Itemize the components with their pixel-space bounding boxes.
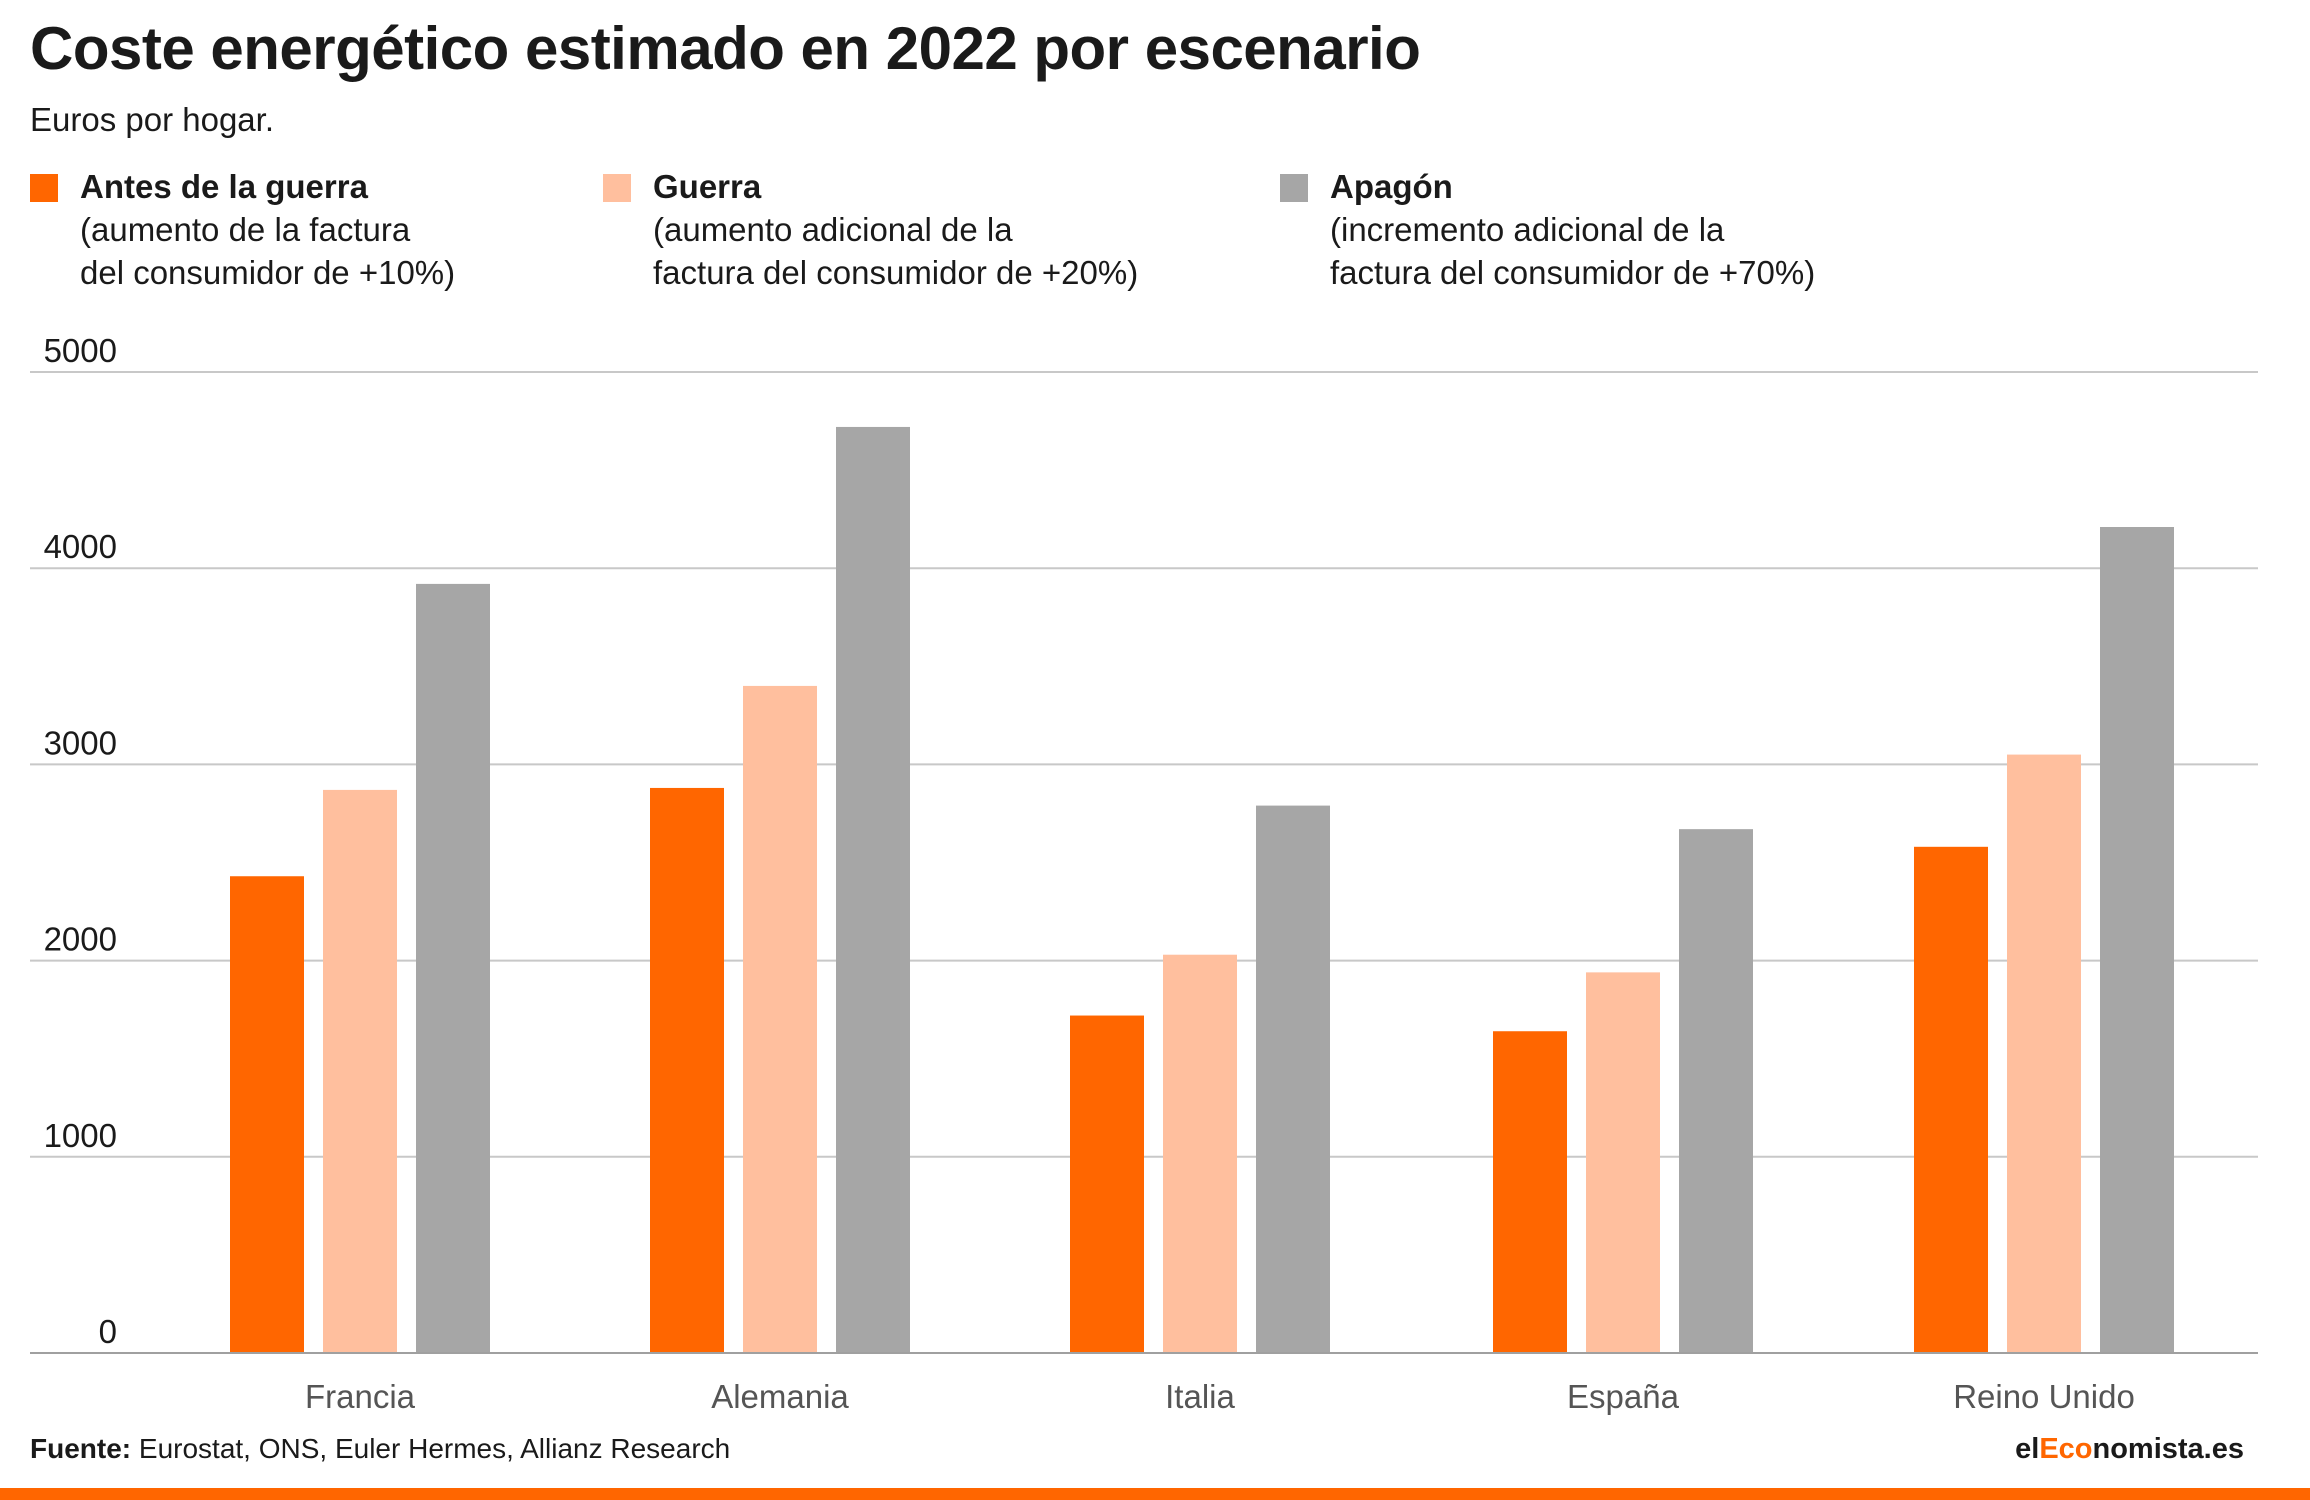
bar-alemania-3 — [836, 426, 910, 1353]
x-tick-label-alemania: Alemania — [711, 1378, 849, 1415]
chart-subtitle: Euros por hogar. — [30, 101, 274, 138]
legend-desc-antes-2: del consumidor de +10%) — [80, 254, 456, 291]
bar-españa-2 — [1586, 972, 1660, 1353]
y-tick-label-4000: 4000 — [44, 528, 117, 565]
brand-prefix: el — [2015, 1433, 2040, 1465]
legend-desc-antes-1: (aumento de la factura — [80, 211, 411, 248]
bar-chart: 0 1000 2000 3000 4000 5000 Francia Alemania Ital… — [30, 332, 2258, 1415]
legend-swatch-guerra — [603, 174, 631, 202]
bar-italia-1 — [1070, 1015, 1144, 1353]
bar-reino-unido-3 — [2100, 526, 2174, 1353]
brand-logo: elEconomista.es — [2015, 1433, 2244, 1466]
bar-alemania-1 — [650, 787, 724, 1353]
y-tick-label-1000: 1000 — [44, 1117, 117, 1154]
legend-swatch-apagon — [1280, 174, 1308, 202]
source-note: Fuente: Eurostat, ONS, Euler Hermes, All… — [30, 1433, 730, 1465]
chart-title: Coste energético estimado en 2022 por es… — [30, 15, 1421, 82]
x-tick-label-italia: Italia — [1165, 1378, 1235, 1415]
x-tick-label-francia: Francia — [305, 1378, 416, 1415]
legend-swatch-antes — [30, 174, 58, 202]
bar-francia-1 — [230, 876, 304, 1353]
bar-alemania-2 — [743, 685, 817, 1353]
bar-españa-3 — [1679, 829, 1753, 1353]
y-tick-label-0: 0 — [99, 1313, 117, 1350]
brand-accent: Eco — [2039, 1433, 2093, 1465]
bar-italia-3 — [1256, 805, 1330, 1353]
source-text: Eurostat, ONS, Euler Hermes, Allianz Res… — [131, 1433, 731, 1464]
legend-label-antes: Antes de la guerra — [80, 168, 368, 205]
bar-francia-2 — [323, 789, 397, 1353]
bottom-accent-bar — [0, 1488, 2310, 1500]
x-tick-label-españa: España — [1567, 1378, 1680, 1415]
brand-suffix: nomista.es — [2092, 1433, 2245, 1465]
bar-italia-2 — [1163, 954, 1237, 1353]
y-tick-label-3000: 3000 — [44, 724, 117, 761]
legend-label-guerra: Guerra — [653, 168, 762, 205]
source-label: Fuente: — [30, 1433, 132, 1464]
bar-reino-unido-1 — [1914, 846, 1988, 1353]
y-tick-label-2000: 2000 — [44, 921, 117, 958]
y-tick-label-5000: 5000 — [44, 332, 117, 369]
legend-desc-guerra-2: factura del consumidor de +20%) — [653, 254, 1139, 291]
legend-label-apagon: Apagón — [1330, 168, 1453, 205]
legend-desc-apagon-2: factura del consumidor de +70%) — [1330, 254, 1816, 291]
bar-francia-3 — [416, 583, 490, 1353]
bar-reino-unido-2 — [2007, 754, 2081, 1353]
x-tick-label-reino-unido: Reino Unido — [1953, 1378, 2135, 1415]
legend-desc-guerra-1: (aumento adicional de la — [653, 211, 1013, 248]
legend-desc-apagon-1: (incremento adicional de la — [1330, 211, 1725, 248]
bar-españa-1 — [1493, 1031, 1567, 1353]
